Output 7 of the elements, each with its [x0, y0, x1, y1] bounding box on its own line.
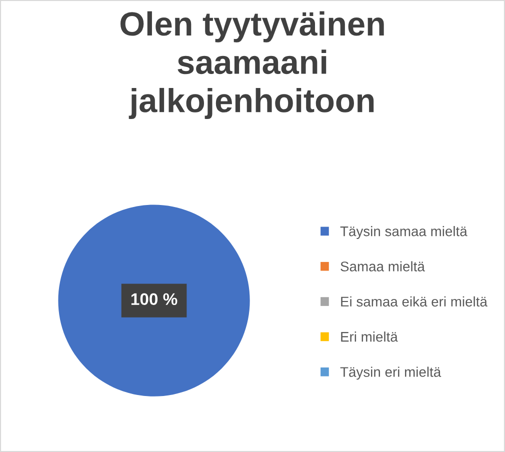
- legend-label: Eri mieltä: [341, 332, 398, 342]
- legend-label: Täysin samaa mieltä: [340, 226, 468, 239]
- legend-label: Ei samaa eikä eri mieltä: [341, 296, 488, 307]
- legend-label: Samaa mieltä: [340, 261, 425, 272]
- legend-label: Täysin eri mieltä: [340, 366, 442, 380]
- data-label: 100 %: [131, 293, 178, 306]
- chart-title: Olen tyytyväinen saamaani jalkojenhoitoon: [120, 11, 384, 120]
